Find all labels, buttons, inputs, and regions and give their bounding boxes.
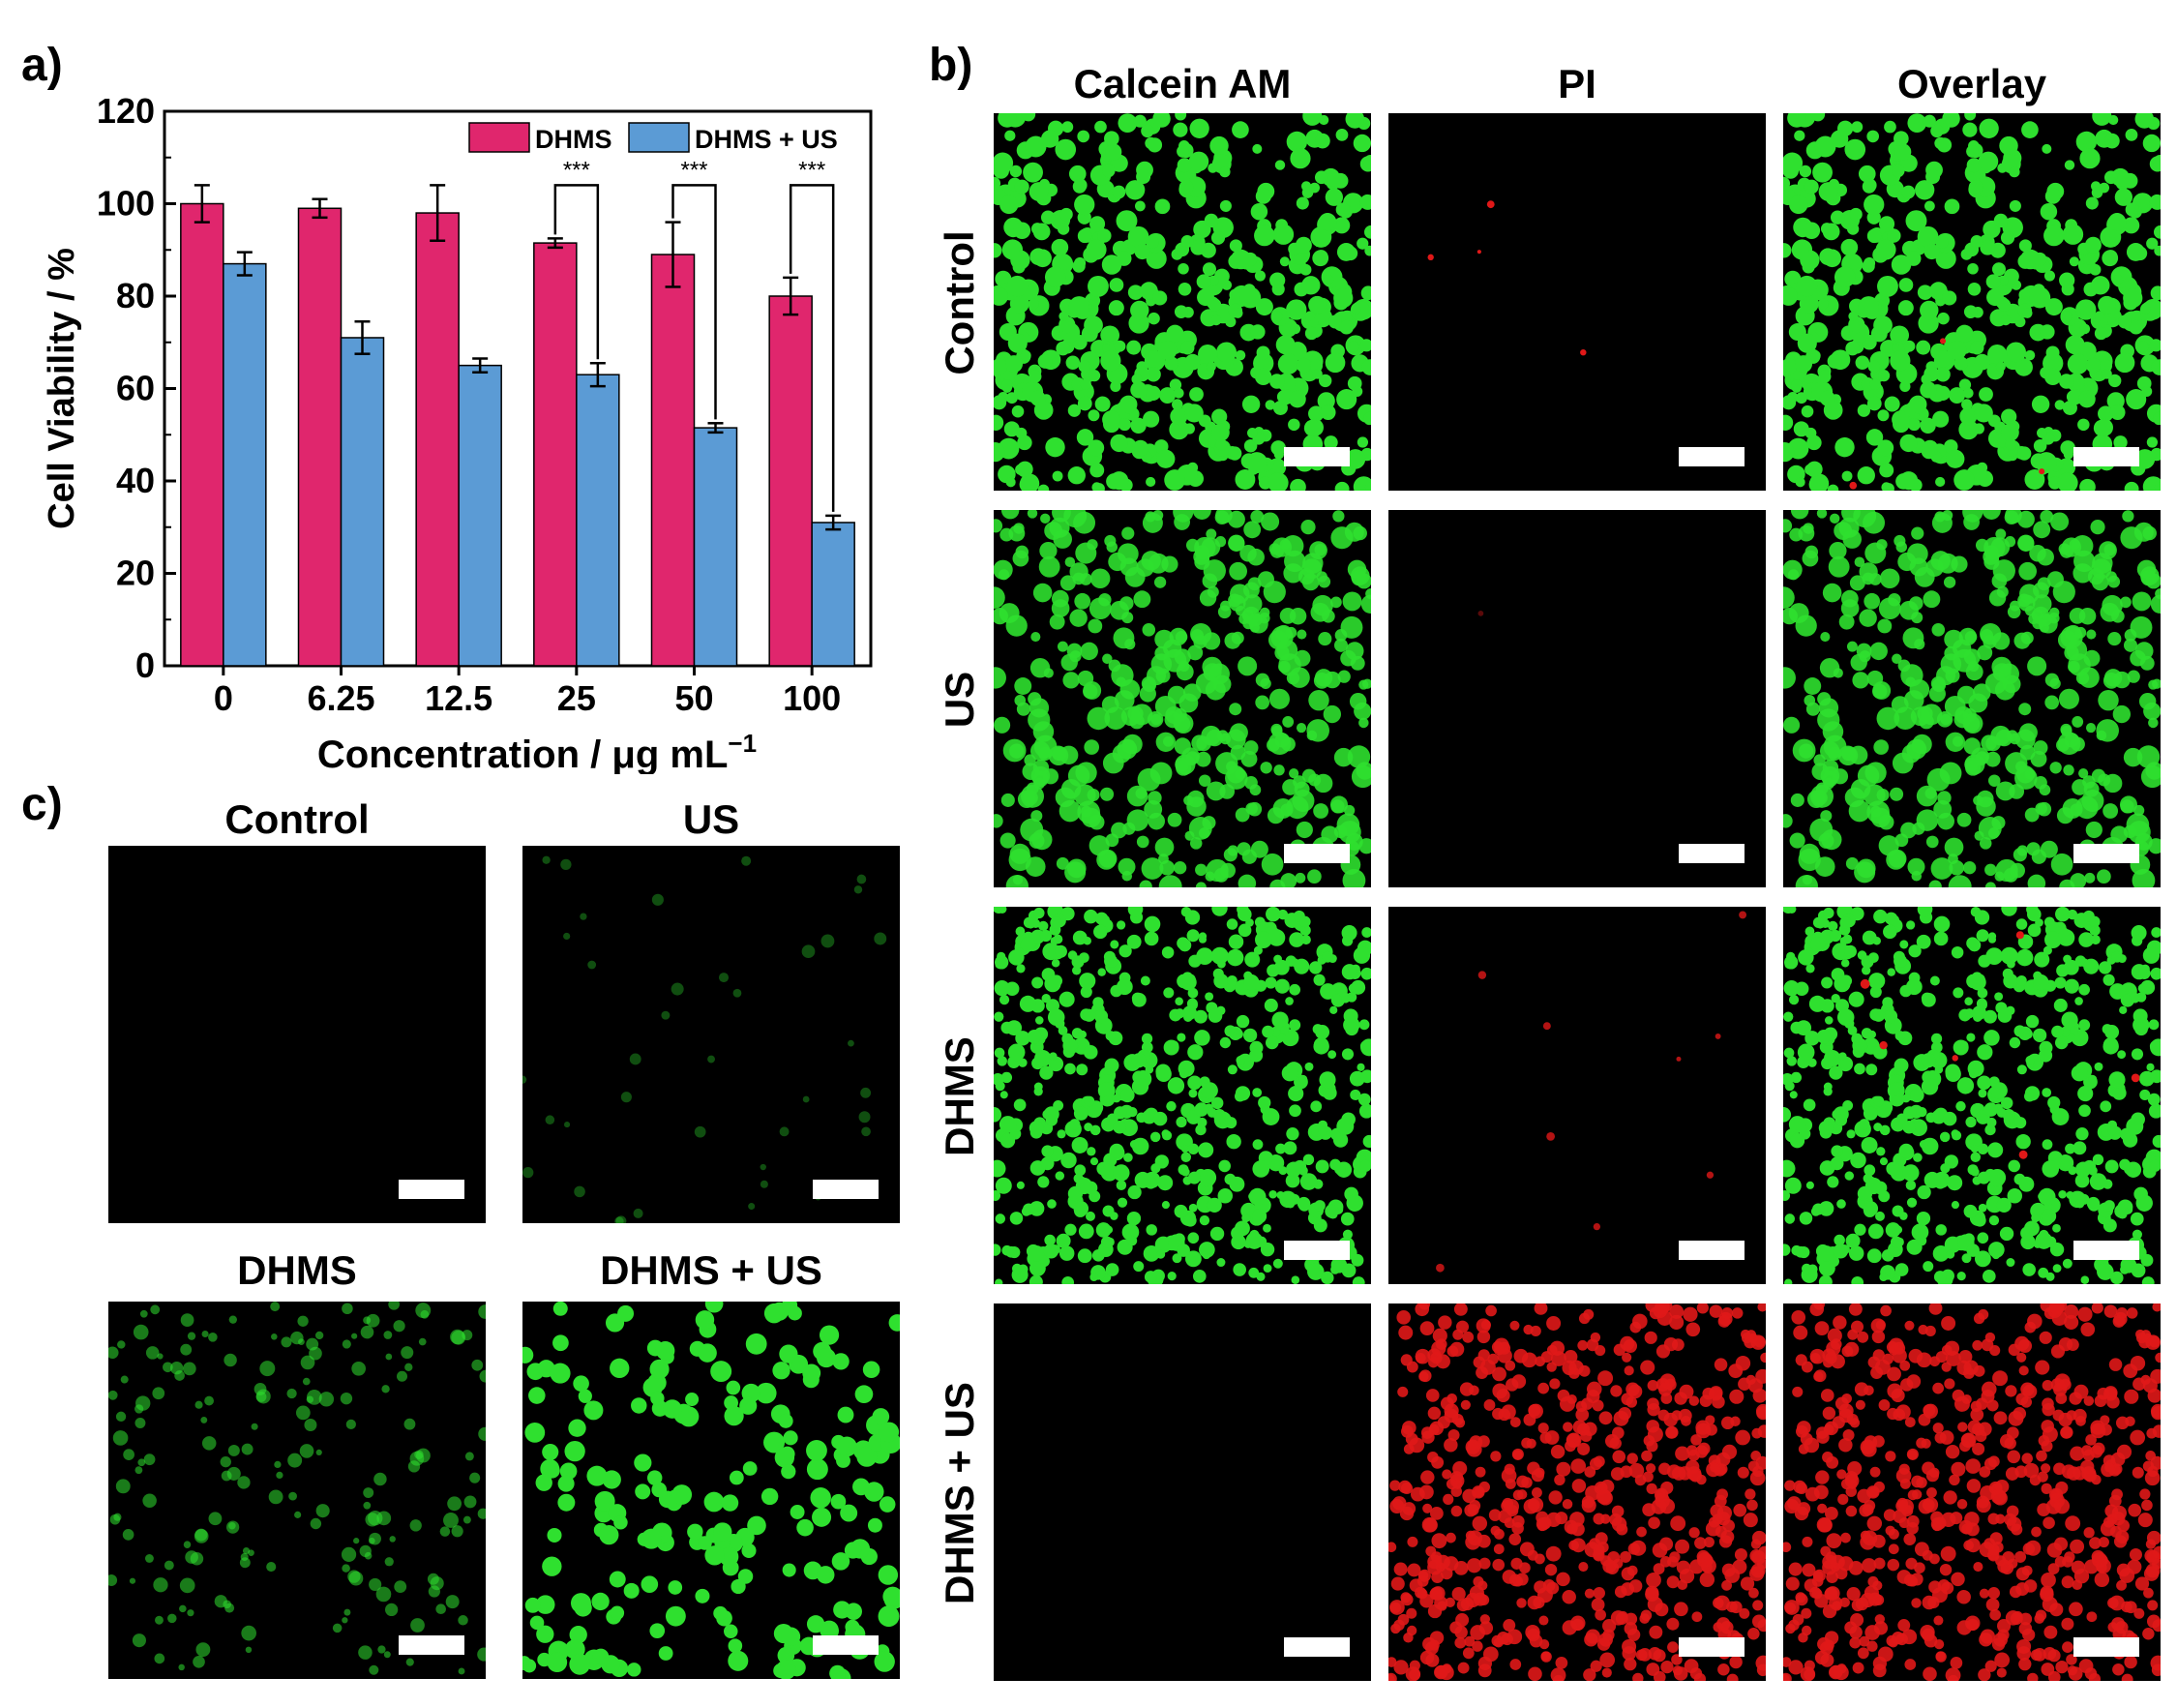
micrograph-us-overlay — [1783, 510, 2161, 887]
panel-label-b: b) — [929, 40, 973, 91]
bar-dhms — [180, 202, 224, 667]
significance-bracket — [671, 184, 717, 420]
dcfh-micrograph-us — [522, 846, 900, 1223]
row-header-dhms: DHMS — [937, 1036, 982, 1156]
micrograph-dhms-pi — [1388, 907, 1766, 1284]
significance-bracket — [789, 184, 835, 512]
y-axis-label: Cell Viability / % — [42, 248, 82, 529]
bar-dhms-us — [811, 522, 855, 667]
micrograph-dhms-us-overlay — [1783, 1303, 2161, 1681]
bar-dhms-us — [458, 364, 502, 667]
scale-bar — [1679, 1637, 1745, 1657]
scale-bar — [2073, 1637, 2139, 1657]
micrograph-control-overlay — [1783, 113, 2161, 491]
scale-bar — [813, 1635, 879, 1655]
significance-label: *** — [563, 157, 590, 183]
panel-label-a: a) — [21, 40, 63, 91]
bar-dhms-us — [576, 374, 620, 667]
legend-swatch — [628, 122, 690, 153]
col-header-pi: PI — [1558, 61, 1596, 106]
bar-dhms — [533, 242, 578, 667]
significance-label: *** — [798, 157, 825, 183]
scale-bar — [1679, 844, 1745, 863]
x-tick-label: 50 — [674, 678, 713, 718]
c-title-dhms-us: DHMS + US — [600, 1247, 822, 1293]
scale-bar — [1284, 1241, 1350, 1260]
row-header-us: US — [937, 671, 982, 729]
row-header-dhms-us: DHMS + US — [937, 1382, 982, 1604]
y-tick-label: 20 — [116, 554, 155, 593]
x-tick-label: 0 — [214, 678, 233, 718]
y-tick-label: 100 — [97, 184, 155, 224]
plot-frame — [163, 109, 873, 668]
y-tick-label: 120 — [97, 91, 155, 131]
x-tick-label: 12.5 — [425, 678, 492, 718]
micrograph-us-pi — [1388, 510, 1766, 887]
legend-label: DHMS + US — [695, 125, 838, 154]
micrograph-control-calcein — [994, 113, 1371, 491]
bar-dhms-us — [340, 337, 385, 667]
significance-label: *** — [680, 157, 707, 183]
dcfh-micrograph-dhms — [108, 1302, 486, 1679]
bar-dhms-us — [693, 427, 738, 667]
panel-label-c: c) — [21, 779, 63, 830]
bar-dhms-us — [223, 262, 267, 667]
y-tick-label: 80 — [116, 276, 155, 315]
scale-bar — [1679, 447, 1745, 466]
x-tick-label: 25 — [557, 678, 596, 718]
scale-bar — [2073, 844, 2139, 863]
x-tick-label: 100 — [783, 678, 841, 718]
micrograph-dhms-us-pi — [1388, 1303, 1766, 1681]
micrograph-dhms-us-calcein — [994, 1303, 1371, 1681]
y-tick-label: 60 — [116, 369, 155, 408]
y-tick-label: 40 — [116, 461, 155, 500]
scale-bar — [1284, 844, 1350, 863]
y-tick-label: 0 — [135, 645, 155, 685]
c-title-us: US — [682, 796, 740, 842]
dcfh-micrograph-dhms-us — [522, 1302, 900, 1679]
c-title-control: Control — [224, 796, 370, 842]
bar-dhms — [650, 254, 696, 667]
col-header-calcein: Calcein AM — [1073, 61, 1292, 106]
col-header-overlay: Overlay — [1896, 61, 2047, 106]
scale-bar — [399, 1180, 464, 1199]
scale-bar — [2073, 1241, 2139, 1260]
micrograph-dhms-overlay — [1783, 907, 2161, 1284]
row-header-control: Control — [937, 230, 982, 375]
legend-swatch — [468, 122, 530, 153]
micrograph-us-calcein — [994, 510, 1371, 887]
scale-bar — [1284, 447, 1350, 466]
cell-viability-chart: 0 20 40 60 80 100 120 Cell Viability / % 0 6.25 12… — [42, 91, 873, 774]
micrograph-dhms-calcein — [994, 907, 1371, 1284]
x-tick-label: 6.25 — [307, 678, 374, 718]
significance-bracket — [553, 184, 600, 360]
scale-bar — [1679, 1241, 1745, 1260]
scale-bar — [2073, 447, 2139, 466]
x-axis-label: Concentration / μg mL−1 — [317, 729, 757, 774]
c-title-dhms: DHMS — [237, 1247, 357, 1293]
bar-dhms — [768, 295, 813, 667]
legend-label: DHMS — [535, 125, 612, 154]
bar-dhms — [415, 212, 460, 667]
dcfh-micrograph-control — [108, 846, 486, 1223]
scale-bar — [399, 1635, 464, 1655]
micrograph-control-pi — [1388, 113, 1766, 491]
bar-dhms — [297, 207, 343, 667]
scale-bar — [813, 1180, 879, 1199]
scale-bar — [1284, 1637, 1350, 1657]
